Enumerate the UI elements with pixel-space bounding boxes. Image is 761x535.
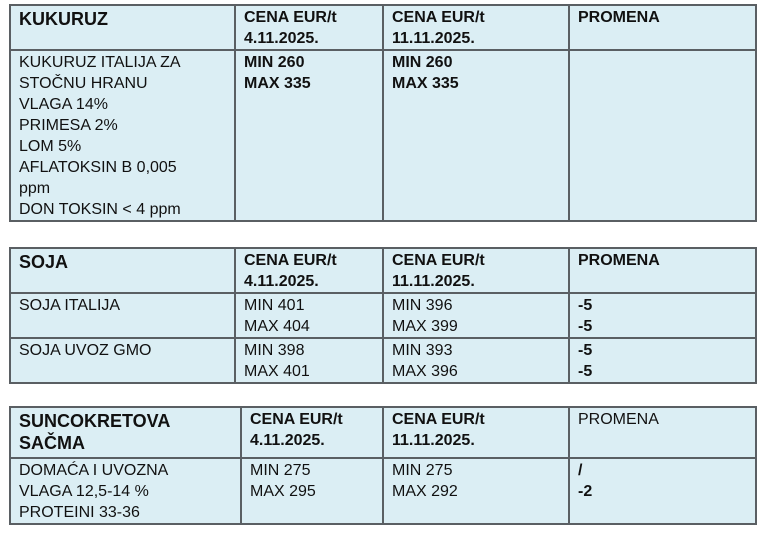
header-label: CENA EUR/t bbox=[392, 9, 485, 26]
header-label: CENA EUR/t bbox=[392, 411, 485, 428]
product-line: STOČNU HRANU bbox=[19, 75, 148, 92]
product-line: PRIMESA 2% bbox=[19, 117, 118, 134]
table-header-row: SUNCOKRETOVA SAČMA CENA EUR/t 4.11.2025. C… bbox=[9, 406, 757, 459]
header-date: 4.11.2025. bbox=[244, 30, 319, 47]
max-price: MAX 399 bbox=[392, 318, 458, 335]
product-cell: SOJA UVOZ GMO bbox=[9, 337, 236, 384]
product-header: SUNCOKRETOVA SAČMA bbox=[9, 406, 242, 459]
table-row: KUKURUZ ITALIJA ZA STOČNU HRANU VLAGA 14… bbox=[9, 49, 757, 222]
table-header-row: SOJA CENA EUR/t 4.11.2025. CENA EUR/t 11.1… bbox=[9, 247, 757, 294]
max-price: MAX 292 bbox=[392, 483, 458, 500]
change-header: PROMENA bbox=[568, 4, 757, 51]
product-line: VLAGA 14% bbox=[19, 96, 108, 113]
soja-table: SOJA CENA EUR/t 4.11.2025. CENA EUR/t 11.1… bbox=[9, 247, 757, 384]
header-date: 11.11.2025. bbox=[392, 273, 475, 290]
kukuruz-table: KUKURUZ CENA EUR/t 4.11.2025. CENA EUR/t 1… bbox=[9, 4, 757, 222]
min-price: MIN 260 bbox=[244, 54, 305, 71]
min-change: -5 bbox=[578, 297, 593, 314]
product-line: ppm bbox=[19, 180, 51, 197]
price-old-header: CENA EUR/t 4.11.2025. bbox=[240, 406, 384, 459]
product-header: SOJA bbox=[9, 247, 236, 294]
price-new-header: CENA EUR/t 11.11.2025. bbox=[382, 247, 570, 294]
price-old-cell: MIN 398 MAX 401 bbox=[234, 337, 384, 384]
price-old-cell: MIN 260 MAX 335 bbox=[234, 49, 384, 222]
min-price: MIN 260 bbox=[392, 54, 453, 71]
max-price: MAX 295 bbox=[250, 483, 316, 500]
max-price: MAX 335 bbox=[244, 75, 311, 92]
product-cell: SOJA ITALIJA bbox=[9, 292, 236, 339]
price-new-header: CENA EUR/t 11.11.2025. bbox=[382, 406, 570, 459]
product-line: AFLATOKSIN B 0,005 bbox=[19, 159, 177, 176]
header-line: SUNCOKRETOVA bbox=[19, 411, 171, 431]
min-price: MIN 398 bbox=[244, 342, 305, 359]
min-price: MIN 275 bbox=[250, 462, 311, 479]
product-line: PROTEINI 33-36 bbox=[19, 504, 140, 521]
product-line: LOM 5% bbox=[19, 138, 82, 155]
price-new-cell: MIN 260 MAX 335 bbox=[382, 49, 570, 222]
change-cell: -5 -5 bbox=[568, 292, 757, 339]
header-label: CENA EUR/t bbox=[244, 252, 337, 269]
header-date: 11.11.2025. bbox=[392, 432, 475, 449]
min-change: -5 bbox=[578, 342, 593, 359]
product-cell: KUKURUZ ITALIJA ZA STOČNU HRANU VLAGA 14… bbox=[9, 49, 236, 222]
header-label: CENA EUR/t bbox=[244, 9, 337, 26]
max-price: MAX 335 bbox=[392, 75, 459, 92]
price-old-header: CENA EUR/t 4.11.2025. bbox=[234, 4, 384, 51]
price-old-cell: MIN 401 MAX 404 bbox=[234, 292, 384, 339]
product-line: VLAGA 12,5-14 % bbox=[19, 483, 149, 500]
product-cell: DOMAĆA I UVOZNA VLAGA 12,5-14 % PROTEINI… bbox=[9, 457, 242, 525]
change-header: PROMENA bbox=[568, 247, 757, 294]
max-price: MAX 396 bbox=[392, 363, 458, 380]
header-label: CENA EUR/t bbox=[392, 252, 485, 269]
product-line: KUKURUZ ITALIJA ZA bbox=[19, 54, 181, 71]
table-header-row: KUKURUZ CENA EUR/t 4.11.2025. CENA EUR/t 1… bbox=[9, 4, 757, 51]
header-date: 4.11.2025. bbox=[250, 432, 325, 449]
min-price: MIN 401 bbox=[244, 297, 305, 314]
price-old-header: CENA EUR/t 4.11.2025. bbox=[234, 247, 384, 294]
suncokretova-sacma-table: SUNCOKRETOVA SAČMA CENA EUR/t 4.11.2025. C… bbox=[9, 406, 757, 525]
change-cell: -5 -5 bbox=[568, 337, 757, 384]
header-date: 4.11.2025. bbox=[244, 273, 319, 290]
price-new-cell: MIN 393 MAX 396 bbox=[382, 337, 570, 384]
price-old-cell: MIN 275 MAX 295 bbox=[240, 457, 384, 525]
max-price: MAX 404 bbox=[244, 318, 310, 335]
max-change: -5 bbox=[578, 363, 593, 380]
table-row: SOJA UVOZ GMO MIN 398 MAX 401 MIN 393 MAX … bbox=[9, 337, 757, 384]
table-row: DOMAĆA I UVOZNA VLAGA 12,5-14 % PROTEINI… bbox=[9, 457, 757, 525]
price-new-cell: MIN 275 MAX 292 bbox=[382, 457, 570, 525]
product-line: DON TOKSIN < 4 ppm bbox=[19, 201, 181, 218]
header-label: CENA EUR/t bbox=[250, 411, 343, 428]
min-price: MIN 396 bbox=[392, 297, 453, 314]
min-change: / bbox=[578, 462, 583, 479]
header-line: SAČMA bbox=[19, 433, 85, 453]
max-change: -2 bbox=[578, 483, 593, 500]
max-price: MAX 401 bbox=[244, 363, 310, 380]
table-row: SOJA ITALIJA MIN 401 MAX 404 MIN 396 MAX 3… bbox=[9, 292, 757, 339]
product-header: KUKURUZ bbox=[9, 4, 236, 51]
price-new-cell: MIN 396 MAX 399 bbox=[382, 292, 570, 339]
min-price: MIN 393 bbox=[392, 342, 453, 359]
change-cell bbox=[568, 49, 757, 222]
change-cell: / -2 bbox=[568, 457, 757, 525]
change-header: PROMENA bbox=[568, 406, 757, 459]
product-line: DOMAĆA I UVOZNA bbox=[19, 462, 169, 479]
header-date: 11.11.2025. bbox=[392, 30, 475, 47]
min-price: MIN 275 bbox=[392, 462, 453, 479]
max-change: -5 bbox=[578, 318, 593, 335]
price-new-header: CENA EUR/t 11.11.2025. bbox=[382, 4, 570, 51]
